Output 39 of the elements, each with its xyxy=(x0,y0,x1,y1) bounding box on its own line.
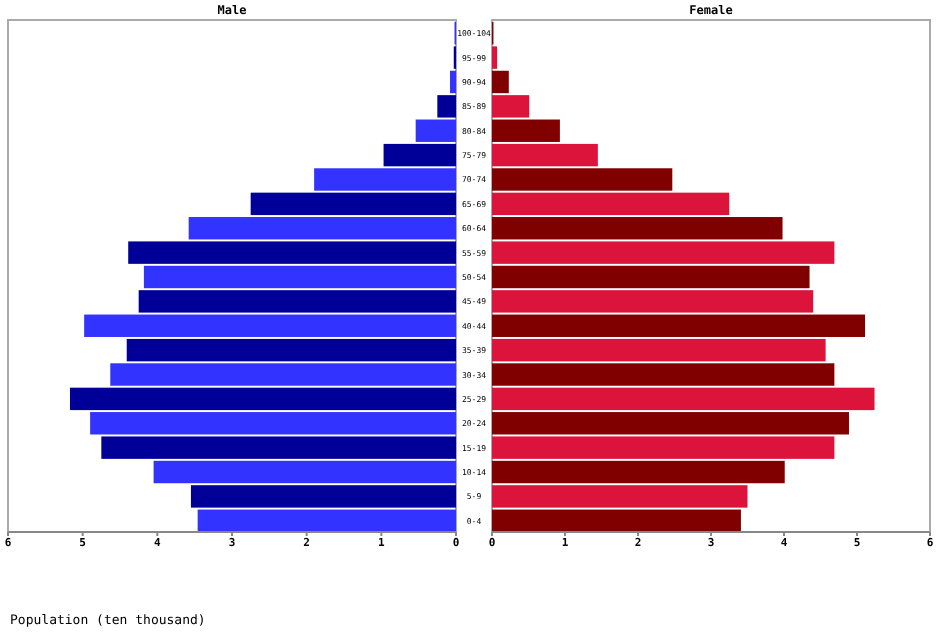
bar xyxy=(492,363,835,386)
bar xyxy=(492,265,810,289)
bar xyxy=(492,70,509,94)
bar xyxy=(492,241,835,264)
bar xyxy=(492,314,866,337)
bar xyxy=(492,387,875,411)
bar xyxy=(492,290,814,313)
bar xyxy=(190,485,456,508)
bar xyxy=(90,412,456,435)
bar xyxy=(383,143,456,167)
bar xyxy=(128,241,456,264)
bar xyxy=(492,168,673,191)
bar xyxy=(138,290,456,313)
bar xyxy=(143,265,456,289)
bar xyxy=(250,192,456,216)
bar xyxy=(492,119,560,142)
bar xyxy=(188,217,456,240)
bar xyxy=(450,70,456,94)
bar xyxy=(492,436,835,459)
bar xyxy=(492,95,530,118)
bar xyxy=(492,46,498,69)
bar xyxy=(492,485,748,508)
bar xyxy=(69,387,456,411)
bar xyxy=(126,338,456,362)
bar xyxy=(492,143,598,167)
bar xyxy=(492,509,741,532)
bar xyxy=(492,338,826,362)
bar xyxy=(101,436,456,459)
bar xyxy=(197,509,456,532)
bar xyxy=(492,460,785,484)
bar xyxy=(492,412,849,435)
bar xyxy=(437,95,456,118)
bar xyxy=(84,314,456,337)
bar xyxy=(110,363,456,386)
bar xyxy=(492,192,730,216)
bar xyxy=(153,460,456,484)
bar xyxy=(415,119,456,142)
bar xyxy=(492,217,783,240)
bar xyxy=(314,168,456,191)
